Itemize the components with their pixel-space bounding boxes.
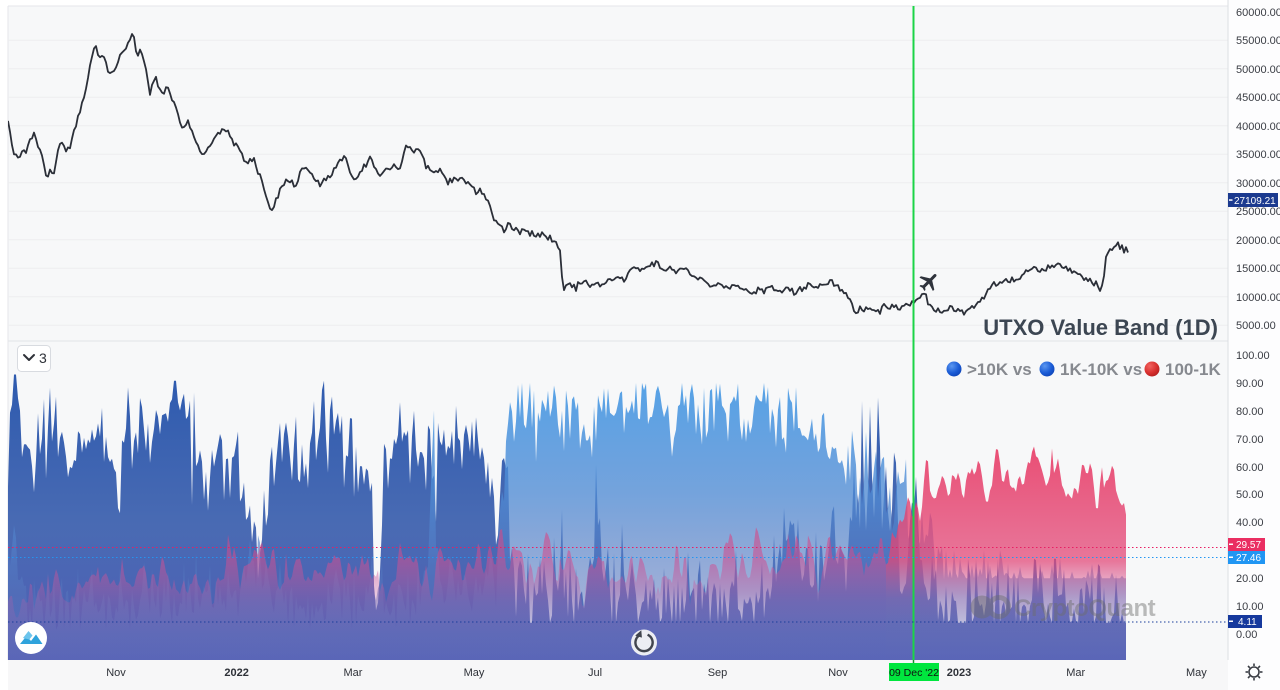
svg-text:40000.00: 40000.00 bbox=[1236, 121, 1280, 133]
svg-text:27109.21: 27109.21 bbox=[1234, 196, 1276, 207]
svg-text:100-1K: 100-1K bbox=[1165, 360, 1221, 379]
svg-text:2022: 2022 bbox=[224, 667, 248, 679]
svg-text:35000.00: 35000.00 bbox=[1236, 149, 1280, 161]
svg-text:70.00: 70.00 bbox=[1236, 434, 1264, 446]
svg-text:90.00: 90.00 bbox=[1236, 378, 1264, 390]
svg-text:45000.00: 45000.00 bbox=[1236, 92, 1280, 104]
svg-text:25000.00: 25000.00 bbox=[1236, 206, 1280, 218]
svg-text:50.00: 50.00 bbox=[1236, 489, 1264, 501]
svg-text:Jul: Jul bbox=[588, 667, 602, 679]
svg-text:60.00: 60.00 bbox=[1236, 462, 1264, 474]
svg-text:Mar: Mar bbox=[344, 667, 363, 679]
svg-text:20000.00: 20000.00 bbox=[1236, 235, 1280, 247]
svg-text:40.00: 40.00 bbox=[1236, 517, 1264, 529]
svg-text:3: 3 bbox=[39, 350, 47, 366]
svg-text:Nov: Nov bbox=[828, 667, 848, 679]
svg-text:100.00: 100.00 bbox=[1236, 350, 1270, 362]
svg-text:15000.00: 15000.00 bbox=[1236, 263, 1280, 275]
svg-text:0.00: 0.00 bbox=[1236, 629, 1257, 641]
svg-text:20.00: 20.00 bbox=[1236, 573, 1264, 585]
svg-text:50000.00: 50000.00 bbox=[1236, 64, 1280, 76]
svg-text:>10K vs: >10K vs bbox=[967, 360, 1032, 379]
svg-text:May: May bbox=[464, 667, 485, 679]
svg-text:27.46: 27.46 bbox=[1236, 553, 1261, 564]
svg-text:Nov: Nov bbox=[106, 667, 126, 679]
svg-text:10000.00: 10000.00 bbox=[1236, 292, 1280, 304]
svg-text:80.00: 80.00 bbox=[1236, 406, 1264, 418]
svg-text:1K-10K vs: 1K-10K vs bbox=[1060, 360, 1142, 379]
svg-text:UTXO Value Band (1D): UTXO Value Band (1D) bbox=[983, 315, 1218, 340]
svg-text:09 Dec '22: 09 Dec '22 bbox=[889, 667, 939, 679]
svg-text:Sep: Sep bbox=[708, 667, 728, 679]
svg-text:4.11: 4.11 bbox=[1238, 617, 1257, 628]
svg-text:May: May bbox=[1186, 667, 1207, 679]
svg-text:CryptoQuant: CryptoQuant bbox=[1014, 595, 1156, 622]
svg-text:30000.00: 30000.00 bbox=[1236, 178, 1280, 190]
svg-text:2023: 2023 bbox=[947, 667, 971, 679]
svg-text:55000.00: 55000.00 bbox=[1236, 35, 1280, 47]
svg-text:60000.00: 60000.00 bbox=[1236, 7, 1280, 19]
svg-text:Mar: Mar bbox=[1066, 667, 1085, 679]
svg-text:10.00: 10.00 bbox=[1236, 601, 1264, 613]
svg-text:29.57: 29.57 bbox=[1236, 540, 1261, 551]
svg-text:5000.00: 5000.00 bbox=[1236, 320, 1276, 332]
